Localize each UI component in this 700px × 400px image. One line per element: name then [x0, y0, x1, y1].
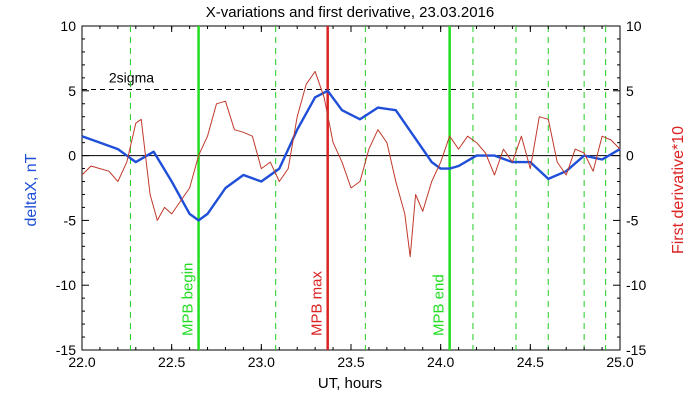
series-derivative-line — [81, 70, 621, 258]
mpb-end-label: MPB end — [431, 274, 448, 336]
y-tick-label-right: -5 — [626, 212, 639, 228]
chart-title: X-variations and first derivative, 23.03… — [206, 4, 495, 21]
y-tick-label-left: -15 — [56, 342, 76, 358]
mpb-max-label: MPB max — [309, 270, 326, 336]
x-tick-label: 24.0 — [427, 354, 454, 370]
x-tick-label: 22.0 — [68, 354, 95, 370]
x-tick-label: 25.0 — [606, 354, 633, 370]
y-tick-label-right: 5 — [626, 83, 634, 99]
y-tick-label-left: 0 — [68, 148, 76, 164]
y-tick-label-right: 10 — [626, 18, 642, 34]
series-deltax-line — [81, 89, 621, 222]
y-tick-label-right: -10 — [626, 277, 646, 293]
y-tick-label-left: 5 — [68, 83, 76, 99]
x-tick-label: 24.5 — [517, 354, 544, 370]
y-tick-label-left: 10 — [60, 18, 76, 34]
x-tick-label: 23.0 — [248, 354, 275, 370]
y-tick-label-right: 0 — [626, 148, 634, 164]
x-tick-label: 22.5 — [158, 354, 185, 370]
x-tick-label: 23.5 — [337, 354, 364, 370]
y-tick-label-left: -10 — [56, 277, 76, 293]
y-axis-label-right: First derivative*10 — [670, 126, 687, 254]
y-tick-label-right: -15 — [626, 342, 646, 358]
x-axis-label: UT, hours — [318, 375, 382, 392]
y-axis-label-left: deltaX, nT — [23, 153, 40, 226]
plot-area: 2sigma MPB begin MPB max MPB end 22.0 22.5 23.… — [56, 18, 647, 370]
y-tick-label-left: -5 — [64, 212, 77, 228]
threshold-label: 2sigma — [109, 70, 154, 86]
mpb-begin-label: MPB begin — [180, 263, 197, 336]
